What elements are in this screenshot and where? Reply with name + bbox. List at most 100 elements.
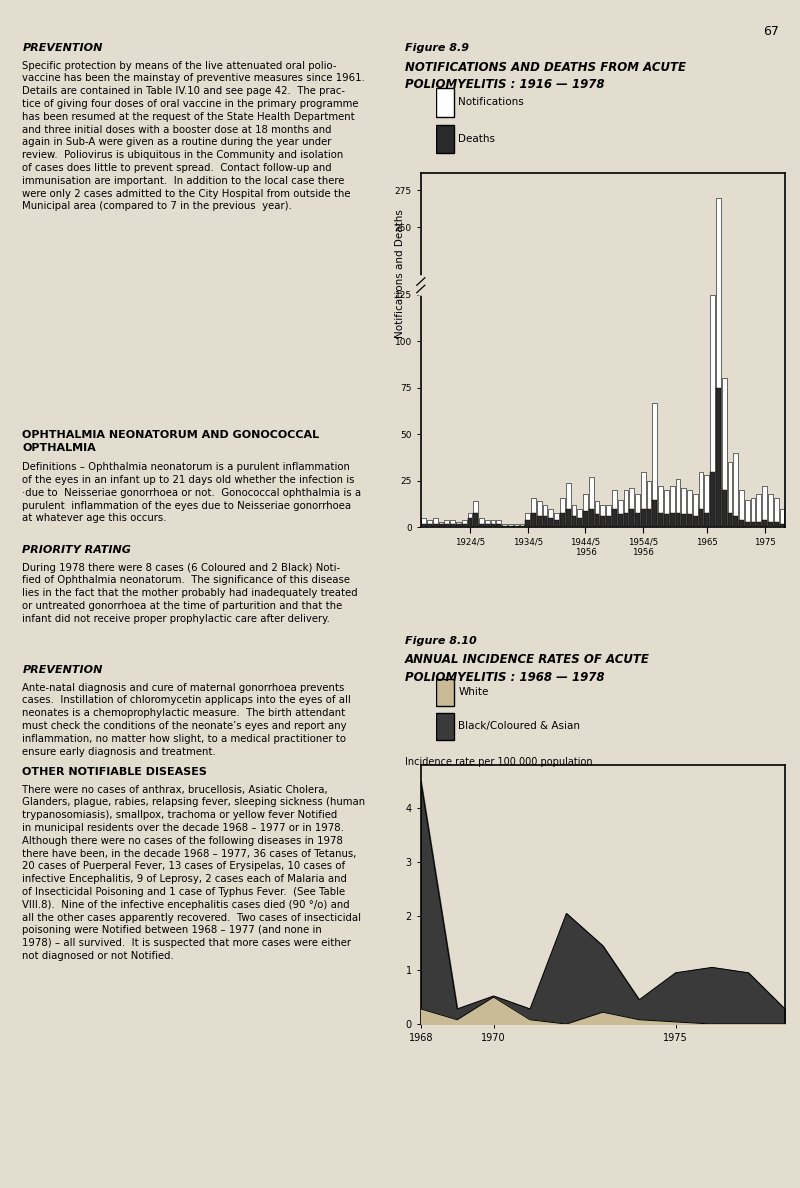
Bar (479, 524, 484, 527)
Bar (508, 524, 513, 527)
Bar (560, 498, 565, 527)
Bar (438, 524, 443, 527)
Bar (508, 525, 513, 527)
Bar (526, 512, 530, 527)
Bar (635, 494, 640, 527)
Bar (664, 491, 669, 527)
Bar (670, 486, 674, 527)
Bar (762, 486, 767, 527)
Bar (589, 478, 594, 527)
Bar (757, 522, 761, 527)
Bar (623, 512, 628, 527)
Bar (445, 520, 449, 527)
Bar (566, 482, 570, 527)
Bar (698, 508, 703, 527)
Text: POLIOMYELITIS : 1916 — 1978: POLIOMYELITIS : 1916 — 1978 (405, 78, 604, 91)
Bar (618, 499, 622, 527)
Bar (594, 501, 599, 527)
Bar (641, 508, 646, 527)
Bar (427, 520, 432, 527)
Bar (682, 488, 686, 527)
Bar (606, 517, 611, 527)
Text: White: White (458, 687, 489, 696)
Bar (514, 524, 518, 527)
Bar (537, 517, 542, 527)
Bar (612, 508, 617, 527)
Bar (734, 453, 738, 527)
Bar (658, 512, 663, 527)
Text: NOTIFICATIONS AND DEATHS FROM ACUTE: NOTIFICATIONS AND DEATHS FROM ACUTE (405, 61, 686, 74)
Bar (687, 491, 692, 527)
Bar (768, 494, 773, 527)
Bar (526, 520, 530, 527)
Bar (641, 472, 646, 527)
Text: Definitions – Ophthalmia neonatorum is a purulent inflammation
of the eyes in an: Definitions – Ophthalmia neonatorum is a… (22, 462, 362, 524)
Bar (757, 494, 761, 527)
Bar (485, 524, 490, 527)
Bar (745, 499, 750, 527)
Bar (653, 403, 657, 527)
Bar (542, 505, 547, 527)
Bar (566, 508, 570, 527)
Bar (739, 520, 744, 527)
Text: 67: 67 (763, 25, 779, 38)
Bar (514, 525, 518, 527)
Bar (745, 522, 750, 527)
Text: There were no cases of anthrax, brucellosis, Asiatic Cholera,
Glanders, plague, : There were no cases of anthrax, brucello… (22, 784, 366, 961)
Bar (635, 512, 640, 527)
Bar (490, 524, 495, 527)
Bar (436, 88, 454, 116)
Bar (456, 524, 461, 527)
Bar (549, 518, 553, 527)
Bar (445, 524, 449, 527)
Bar (710, 295, 715, 527)
Bar (612, 491, 617, 527)
Bar (436, 678, 454, 706)
Text: Incidence rate per 100 000 population: Incidence rate per 100 000 population (405, 757, 593, 766)
Bar (750, 498, 755, 527)
Bar (462, 524, 466, 527)
Bar (497, 524, 501, 527)
Bar (698, 472, 703, 527)
Bar (670, 512, 674, 527)
Bar (693, 517, 698, 527)
Bar (710, 472, 715, 527)
Text: Figure 8.9: Figure 8.9 (405, 44, 469, 53)
Bar (705, 512, 709, 527)
Bar (682, 514, 686, 527)
Bar (646, 508, 651, 527)
Text: ANNUAL INCIDENCE RATES OF ACUTE: ANNUAL INCIDENCE RATES OF ACUTE (405, 653, 650, 666)
Bar (727, 512, 732, 527)
Bar (578, 518, 582, 527)
Text: Specific protection by means of the live attenuated oral polio-
vaccine has been: Specific protection by means of the live… (22, 61, 365, 211)
Bar (433, 518, 438, 527)
Text: Notifications: Notifications (458, 96, 524, 107)
Text: Notifications and Deaths: Notifications and Deaths (395, 209, 405, 337)
Text: Ante-natal diagnosis and cure of maternal gonorrhoea prevents
cases.  Instillati: Ante-natal diagnosis and cure of materna… (22, 682, 351, 757)
Bar (623, 491, 628, 527)
Bar (571, 505, 576, 527)
Text: PRIORITY RATING: PRIORITY RATING (22, 545, 131, 555)
Bar (502, 524, 507, 527)
Bar (450, 524, 455, 527)
Bar (422, 518, 426, 527)
Text: Black/Coloured & Asian: Black/Coloured & Asian (458, 721, 581, 731)
Bar (497, 520, 501, 527)
Bar (653, 499, 657, 527)
Bar (578, 508, 582, 527)
Bar (630, 488, 634, 527)
Bar (583, 511, 588, 527)
Bar (716, 197, 721, 527)
Text: PREVENTION: PREVENTION (22, 665, 102, 675)
Bar (768, 522, 773, 527)
Bar (583, 494, 588, 527)
Bar (675, 512, 680, 527)
Bar (456, 522, 461, 527)
Bar (779, 524, 784, 527)
Bar (438, 522, 443, 527)
Bar (727, 462, 732, 527)
Bar (485, 520, 490, 527)
Bar (560, 512, 565, 527)
Bar (774, 522, 778, 527)
Bar (502, 525, 507, 527)
